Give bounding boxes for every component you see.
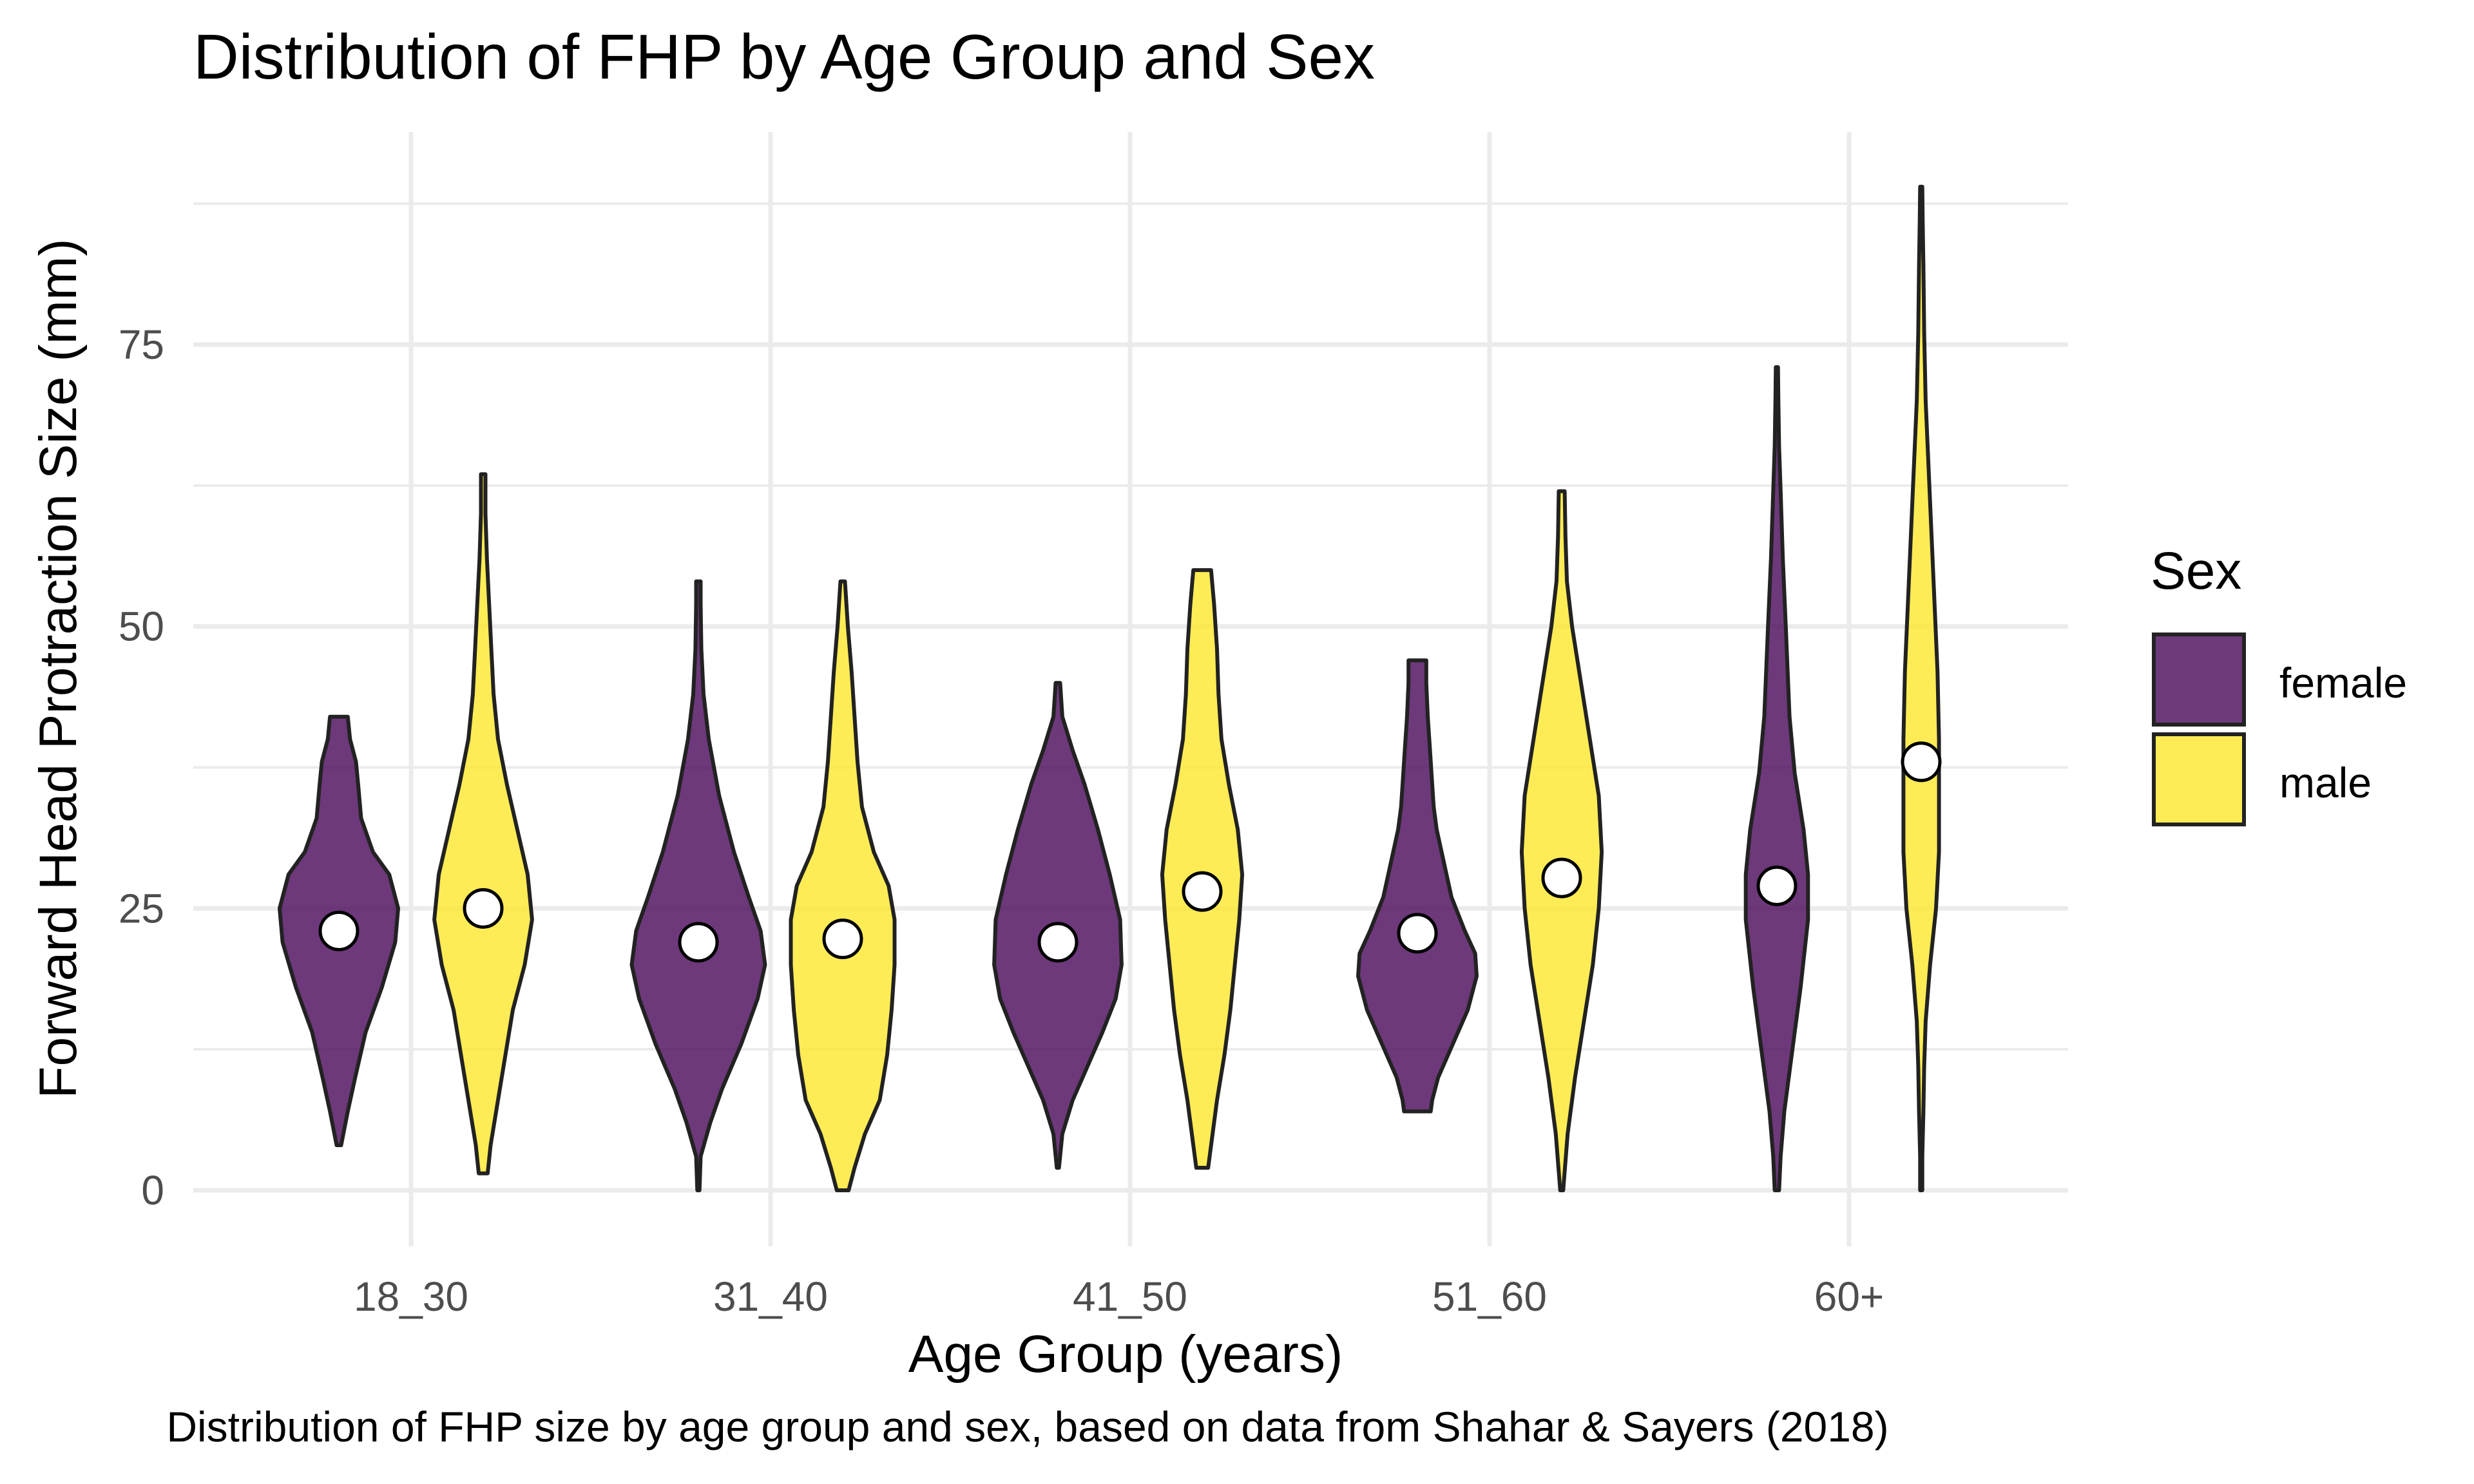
violin-female-51_60 <box>1356 658 1479 1114</box>
violin-female-31_40 <box>629 579 767 1192</box>
chart-title: Distribution of FHP by Age Group and Sex <box>193 21 1375 92</box>
mean-point-female-51_60 <box>1397 913 1438 954</box>
x-tick-label: 60+ <box>1814 1273 1884 1320</box>
violin-male-41_50 <box>1160 568 1245 1170</box>
violin-male-31_40 <box>789 579 897 1192</box>
legend: Sex female male <box>2151 542 2407 826</box>
y-tick-label: 50 <box>119 604 164 650</box>
violins <box>278 184 1941 1192</box>
violin-male-18_30 <box>432 472 534 1175</box>
mean-point-male-41_50 <box>1182 871 1223 912</box>
y-tick-label: 75 <box>119 321 164 368</box>
mean-point-female-60+ <box>1756 865 1798 906</box>
mean-point-female-18_30 <box>318 910 360 951</box>
mean-point-female-31_40 <box>678 922 719 963</box>
x-tick-label: 41_50 <box>1073 1273 1187 1320</box>
violin-male-60+ <box>1901 184 1941 1192</box>
mean-point-male-18_30 <box>463 888 504 929</box>
x-tick-labels: 18_30 31_40 41_50 51_60 60+ <box>354 1273 1884 1320</box>
chart-caption: Distribution of FHP size by age group an… <box>166 1403 1888 1451</box>
violin-male-51_60 <box>1519 489 1604 1192</box>
mean-point-male-51_60 <box>1541 857 1582 899</box>
y-tick-label: 25 <box>119 885 164 931</box>
mean-points <box>318 741 1942 963</box>
x-axis-label: Age Group (years) <box>908 1325 1343 1384</box>
legend-key-male <box>2152 732 2246 826</box>
legend-title: Sex <box>2151 542 2241 600</box>
x-tick-label: 51_60 <box>1432 1273 1547 1320</box>
legend-label-male: male <box>2279 759 2372 806</box>
x-tick-label: 31_40 <box>713 1273 828 1320</box>
x-tick-label: 18_30 <box>354 1273 468 1320</box>
mean-point-male-31_40 <box>822 918 863 960</box>
mean-point-male-60+ <box>1901 741 1942 783</box>
legend-label-female: female <box>2279 659 2407 707</box>
y-tick-labels: 0 25 50 75 <box>119 321 164 1213</box>
y-axis-label: Forward Head Protraction Size (mm) <box>29 238 88 1098</box>
mean-point-female-41_50 <box>1037 922 1079 963</box>
violin-female-60+ <box>1743 365 1810 1192</box>
y-tick-label: 0 <box>141 1167 164 1213</box>
legend-key-female <box>2152 633 2246 727</box>
